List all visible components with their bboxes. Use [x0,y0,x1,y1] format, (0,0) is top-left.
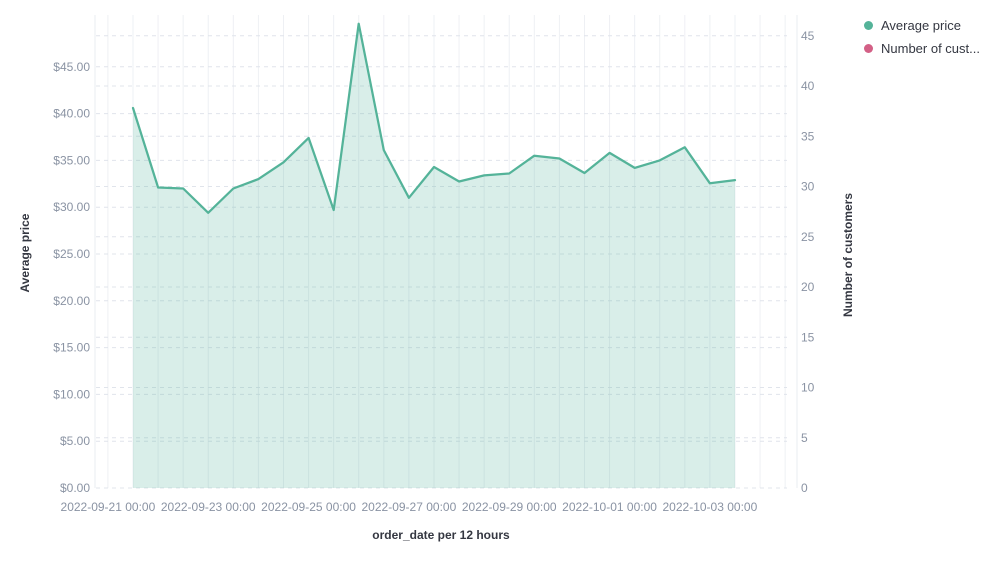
legend-label-average-price: Average price [881,17,961,33]
svg-text:$45.00: $45.00 [53,60,90,74]
svg-text:$25.00: $25.00 [53,247,90,261]
svg-text:$15.00: $15.00 [53,341,90,355]
legend-item-average-price[interactable]: Average price [864,17,980,33]
legend: Average price Number of cust... [864,17,980,56]
svg-text:2022-10-03 00:00: 2022-10-03 00:00 [663,500,758,514]
right-axis-tick-labels: 0 5 10 15 20 25 30 35 40 45 [801,29,815,495]
svg-text:30: 30 [801,180,815,194]
svg-text:$5.00: $5.00 [60,434,90,448]
right-axis-title: Number of customers [841,192,855,318]
svg-text:$30.00: $30.00 [53,200,90,214]
svg-text:10: 10 [801,381,815,395]
x-axis-tick-labels: 2022-09-21 00:00 2022-09-23 00:00 2022-09-… [61,500,758,514]
legend-item-number-of-customers[interactable]: Number of cust... [864,40,980,56]
x-axis-title: order_date per 12 hours [372,528,510,542]
svg-text:15: 15 [801,330,815,344]
average-price-series-dot-icon [864,20,873,30]
svg-text:2022-09-23 00:00: 2022-09-23 00:00 [161,500,256,514]
svg-text:2022-10-01 00:00: 2022-10-01 00:00 [562,500,657,514]
svg-text:$40.00: $40.00 [53,107,90,121]
left-axis-title: Average price [18,213,32,293]
vertical-gridlines [107,15,786,488]
svg-text:25: 25 [801,230,815,244]
svg-text:2022-09-25 00:00: 2022-09-25 00:00 [261,500,356,514]
svg-text:0: 0 [801,481,808,495]
svg-text:2022-09-27 00:00: 2022-09-27 00:00 [362,500,457,514]
axis-lines [94,15,798,488]
svg-text:5: 5 [801,431,808,445]
svg-text:$20.00: $20.00 [53,294,90,308]
svg-text:$35.00: $35.00 [53,153,90,167]
number-of-customers-series-dot-icon [864,43,873,53]
left-axis-tick-labels: $0.00 $5.00 $10.00 $15.00 $20.00 $25.00 $30.00… [53,60,90,495]
svg-text:$10.00: $10.00 [53,387,90,401]
svg-text:$0.00: $0.00 [60,481,90,495]
right-gridlines [96,35,787,489]
series-0-area [131,22,737,488]
svg-text:45: 45 [801,29,815,43]
svg-text:20: 20 [801,280,815,294]
svg-text:2022-09-21 00:00: 2022-09-21 00:00 [61,500,156,514]
svg-text:40: 40 [801,79,815,93]
svg-text:35: 35 [801,129,815,143]
svg-text:2022-09-29 00:00: 2022-09-29 00:00 [462,500,557,514]
legend-label-number-of-customers: Number of cust... [881,40,980,56]
